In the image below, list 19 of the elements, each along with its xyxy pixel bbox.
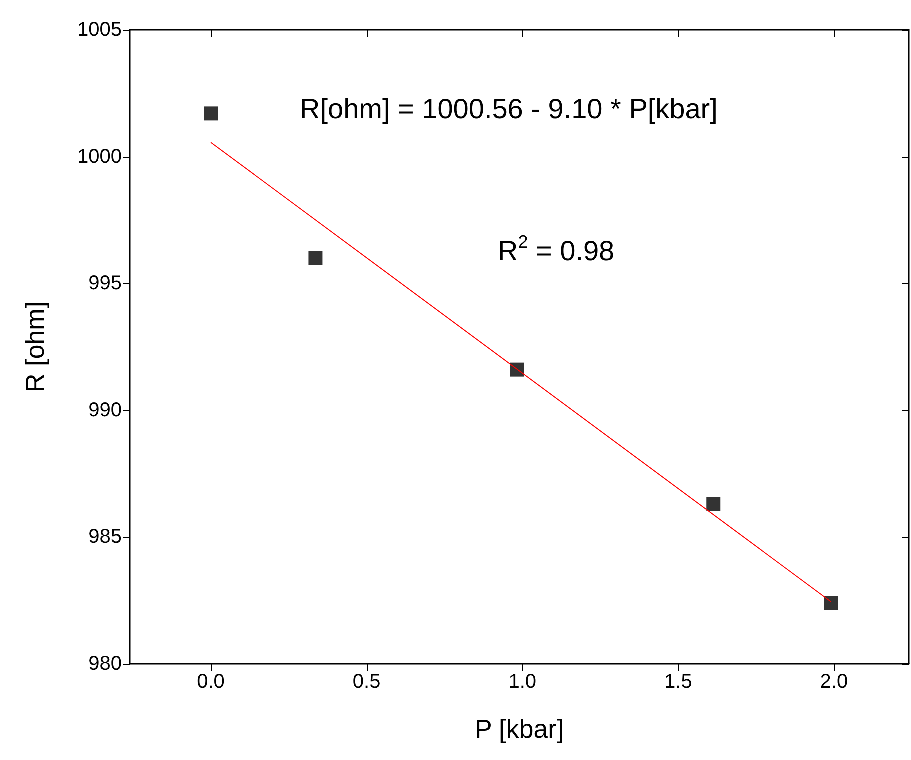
y-tick-label: 1005: [78, 19, 122, 41]
point: [824, 596, 838, 610]
point: [308, 251, 323, 266]
y-tick-label: 985: [88, 526, 122, 548]
y-axis-title: R [ohm]: [20, 301, 50, 393]
y-tick-label: 980: [88, 653, 122, 675]
x-tick-label: 0.5: [352, 671, 381, 693]
point: [706, 497, 721, 512]
y-tick-label: 990: [88, 399, 122, 422]
x-tick-label: 1.0: [508, 671, 537, 693]
point: [510, 362, 524, 377]
y-tick-label: 995: [88, 272, 122, 295]
annotation: R[ohm] = 1000.56 - 9.10 * P[kbar]: [300, 94, 718, 124]
point: [204, 106, 218, 121]
y-tick-label: 1000: [78, 146, 122, 168]
x-axis-title: P [kbar]: [474, 714, 564, 744]
x-tick-label: 1.5: [664, 671, 692, 693]
x-tick-label: 2.0: [820, 671, 848, 693]
x-tick-label: 0.0: [197, 671, 225, 693]
